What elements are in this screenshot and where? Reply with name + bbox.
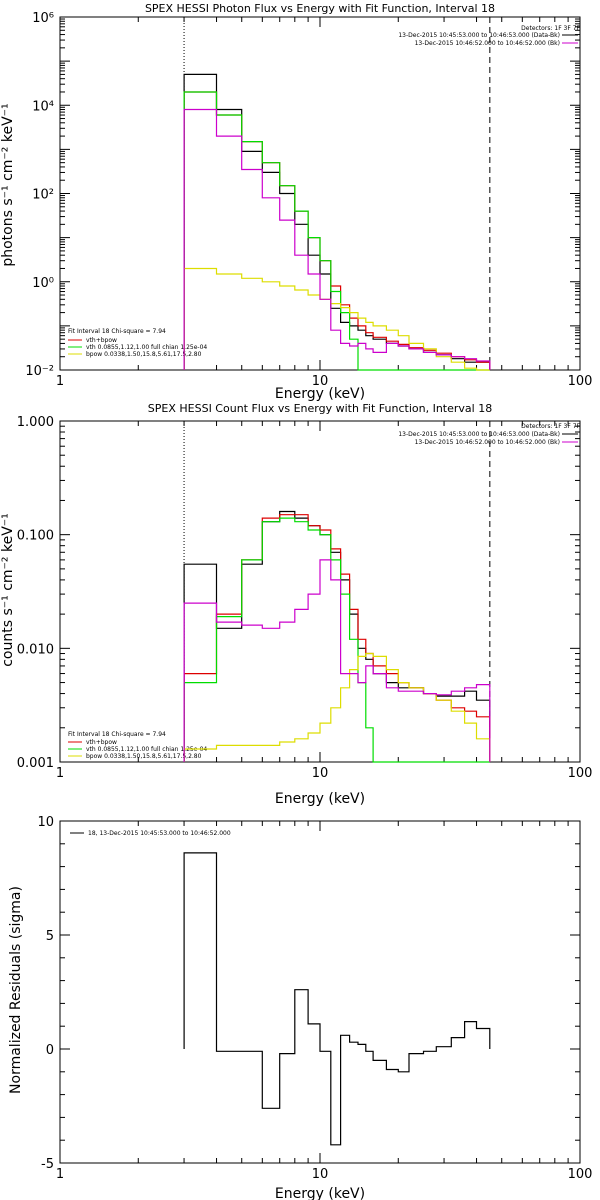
- count-flux-y-tick-label: 0.100: [17, 529, 54, 544]
- residuals-y-tick-label: 5: [46, 929, 54, 944]
- photon-flux-ylabel: photons s⁻¹ cm⁻² keV⁻¹: [0, 103, 16, 266]
- residuals-plot-frame: [60, 821, 580, 1163]
- photon-flux-time-range-1: 13-Dec-2015 10:45:53.000 to 10:46:53.000…: [398, 32, 560, 39]
- photon-flux-y-tick-label: 10⁻²: [25, 364, 54, 379]
- residuals-y-tick-label: -5: [41, 1157, 54, 1172]
- count-flux-series-vth: [184, 518, 490, 762]
- count-flux-fit-line-1: vth+bpow: [86, 739, 117, 746]
- count-flux-time-range-2: 13-Dec-2015 10:46:52.000 to 10:46:52.000…: [415, 439, 560, 446]
- count-flux-y-tick-label: 0.001: [17, 756, 54, 771]
- residuals-y-tick-label: 0: [46, 1043, 54, 1058]
- count-flux-panel: SPEX HESSI Count Flux vs Energy with Fit…: [0, 402, 581, 807]
- residuals-panel: Energy (keV) Normalized Residuals (sigma…: [8, 830, 365, 1200]
- photon-flux-detectors: Detectors: 1F 3F 7F: [521, 25, 580, 32]
- residuals-x-tick-label: 1: [56, 1167, 64, 1182]
- photon-flux-y-tick-label: 10⁰: [32, 276, 54, 291]
- residuals-ylabel: Normalized Residuals (sigma): [8, 886, 24, 1094]
- photon-flux-fit-line-1: vth+bpow: [86, 337, 117, 344]
- residuals-legend: 18, 13-Dec-2015 10:45:53.000 to 10:46:52…: [88, 830, 231, 837]
- photon-flux-x-tick-label: 10: [312, 374, 329, 389]
- photon-flux-panel: SPEX HESSI Photon Flux vs Energy with Fi…: [0, 2, 581, 402]
- count-flux-y-tick-label: 0.010: [17, 642, 54, 657]
- count-flux-y-tick-label: 1.000: [17, 415, 54, 430]
- residuals-series-residuals: [184, 853, 490, 1145]
- photon-flux-fit-line-2: vth 0.0855,1.12,1.00 full chian 1.25e-04: [86, 344, 207, 351]
- count-flux-detectors: Detectors: 1F 3F 7F: [521, 423, 580, 430]
- photon-flux-y-tick-label: 10⁶: [32, 11, 54, 26]
- photon-flux-fit-header: Fit Interval 18 Chi-square = 7.94: [68, 328, 166, 335]
- count-flux-time-range-1: 13-Dec-2015 10:45:53.000 to 10:46:53.000…: [398, 431, 560, 438]
- residuals-y-tick-label: 10: [37, 815, 54, 830]
- count-flux-series-bpow: [184, 654, 490, 763]
- count-flux-x-tick-label: 10: [312, 766, 329, 781]
- count-flux-title: SPEX HESSI Count Flux vs Energy with Fit…: [148, 402, 492, 415]
- spex-plots: SPEX HESSI Photon Flux vs Energy with Fi…: [0, 0, 600, 1200]
- residuals-xlabel: Energy (keV): [275, 1186, 365, 1200]
- count-flux-fit-header: Fit Interval 18 Chi-square = 7.94: [68, 731, 166, 738]
- count-flux-x-tick-label: 1: [56, 766, 64, 781]
- photon-flux-y-tick-label: 10²: [32, 188, 54, 203]
- photon-flux-series-vth-bpow: [184, 92, 490, 370]
- photon-flux-series-vth: [184, 92, 490, 370]
- photon-flux-y-tick-label: 10⁴: [32, 99, 54, 114]
- residuals-x-tick-label: 10: [312, 1167, 329, 1182]
- count-flux-ylabel: counts s⁻¹ cm⁻² keV⁻¹: [0, 513, 16, 667]
- photon-flux-series-data: [184, 74, 490, 370]
- photon-flux-series-background: [184, 110, 490, 371]
- photon-flux-plot-frame: [60, 17, 580, 370]
- count-flux-x-tick-label: 100: [568, 766, 593, 781]
- photon-flux-x-tick-label: 1: [56, 374, 64, 389]
- count-flux-xlabel: Energy (keV): [275, 791, 365, 807]
- count-flux-series-background: [184, 560, 490, 762]
- photon-flux-x-tick-label: 100: [568, 374, 593, 389]
- photon-flux-title: SPEX HESSI Photon Flux vs Energy with Fi…: [145, 2, 495, 15]
- residuals-x-tick-label: 100: [568, 1167, 593, 1182]
- photon-flux-time-range-2: 13-Dec-2015 10:46:52.000 to 10:46:52.000…: [415, 40, 560, 47]
